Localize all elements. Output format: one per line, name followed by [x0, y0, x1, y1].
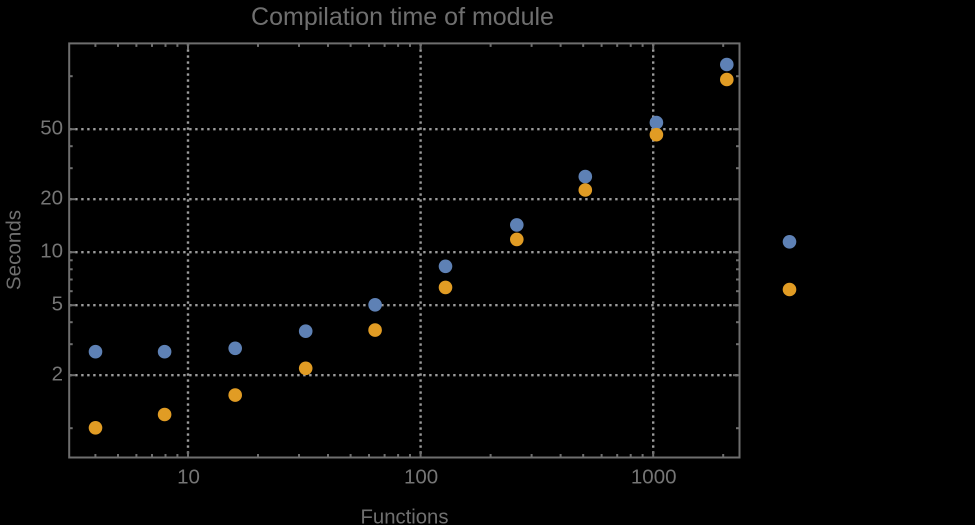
- svg-text:10: 10: [177, 466, 200, 489]
- svg-text:Functions: Functions: [361, 506, 449, 525]
- svg-text:10: 10: [40, 239, 63, 262]
- svg-text:5: 5: [52, 292, 63, 315]
- svg-text:50: 50: [40, 116, 63, 139]
- svg-text:20: 20: [40, 186, 63, 209]
- svg-text:100: 100: [404, 466, 438, 489]
- svg-text:2: 2: [52, 362, 63, 385]
- svg-text:Compilation time of module: Compilation time of module: [251, 3, 554, 31]
- svg-text:Seconds: Seconds: [3, 210, 26, 290]
- svg-text:1000: 1000: [631, 466, 677, 489]
